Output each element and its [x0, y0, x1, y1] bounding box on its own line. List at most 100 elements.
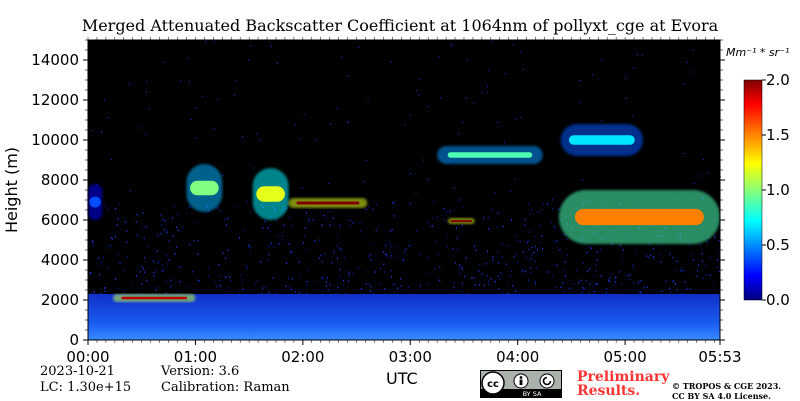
noise-speck [419, 252, 421, 255]
noise-speck [190, 119, 192, 121]
noise-speck [168, 240, 170, 243]
noise-speck [511, 270, 513, 273]
noise-speck [446, 246, 448, 248]
noise-speck [494, 192, 496, 194]
noise-speck [392, 202, 394, 204]
noise-speck [521, 270, 523, 273]
noise-speck [665, 280, 667, 283]
noise-speck [669, 253, 671, 255]
noise-speck [165, 280, 167, 283]
noise-speck [584, 287, 586, 290]
noise-speck [700, 175, 702, 177]
noise-speck [629, 274, 631, 276]
noise-speck [471, 277, 473, 279]
noise-speck [241, 136, 243, 138]
noise-speck [168, 259, 170, 261]
noise-speck [372, 208, 374, 211]
noise-speck [397, 287, 399, 289]
noise-speck [507, 292, 509, 295]
noise-speck [428, 256, 430, 259]
noise-speck [144, 271, 146, 273]
noise-speck [264, 286, 266, 289]
noise-speck [188, 287, 190, 289]
noise-speck [415, 90, 417, 92]
noise-speck [322, 277, 324, 279]
noise-speck [139, 271, 141, 273]
noise-speck [510, 190, 512, 192]
noise-speck [581, 179, 583, 181]
noise-speck [253, 167, 255, 169]
noise-speck [408, 286, 410, 289]
noise-speck [496, 121, 498, 123]
noise-speck [288, 217, 290, 219]
noise-speck [283, 224, 285, 227]
noise-speck [465, 98, 467, 100]
noise-speck [591, 74, 593, 76]
noise-speck [514, 290, 516, 292]
noise-speck [684, 281, 686, 283]
noise-speck [98, 273, 100, 276]
noise-speck [365, 271, 367, 273]
noise-speck [524, 218, 526, 221]
noise-speck [118, 287, 120, 290]
noise-speck [318, 257, 320, 260]
noise-speck [195, 137, 197, 139]
noise-speck [404, 124, 406, 126]
noise-speck [581, 291, 583, 293]
noise-speck [483, 217, 485, 219]
noise-speck [540, 209, 542, 211]
noise-speck [714, 236, 716, 239]
noise-speck [681, 267, 683, 269]
noise-speck [459, 267, 461, 269]
noise-speck [593, 285, 595, 288]
noise-speck [161, 270, 163, 273]
noise-speck [692, 71, 694, 73]
noise-speck [488, 228, 490, 230]
noise-speck [503, 141, 505, 143]
noise-speck [487, 70, 489, 72]
noise-speck [216, 286, 218, 288]
y-tick-label: 12000 [31, 91, 79, 109]
noise-speck [176, 226, 178, 228]
colorbar-tick-label: 1.0 [766, 181, 790, 199]
noise-speck [346, 75, 348, 77]
noise-speck [370, 259, 372, 261]
noise-speck [241, 278, 243, 281]
noise-speck [582, 288, 584, 290]
noise-speck [352, 272, 354, 275]
noise-speck [586, 270, 588, 272]
noise-speck [365, 208, 367, 211]
noise-speck [189, 206, 191, 208]
noise-speck [227, 249, 229, 251]
noise-speck [307, 268, 309, 271]
noise-speck [519, 51, 521, 53]
noise-speck [287, 278, 289, 280]
noise-speck [409, 114, 411, 116]
noise-speck [452, 247, 454, 250]
noise-speck [146, 279, 148, 282]
noise-speck [370, 285, 372, 288]
noise-speck [390, 269, 392, 272]
noise-speck [431, 225, 433, 227]
noise-speck [473, 277, 475, 279]
y-tick-label: 10000 [31, 131, 79, 149]
noise-speck [273, 245, 275, 248]
noise-speck [393, 215, 395, 217]
noise-speck [143, 256, 145, 259]
noise-speck [706, 241, 708, 244]
noise-speck [238, 237, 240, 239]
noise-speck [329, 283, 331, 286]
noise-speck [348, 280, 350, 282]
noise-speck [224, 276, 226, 278]
x-tick-label: 01:00 [174, 348, 217, 366]
noise-speck [155, 288, 157, 291]
noise-speck [506, 244, 508, 247]
noise-speck [339, 276, 341, 278]
noise-speck [436, 216, 438, 219]
noise-speck [558, 208, 560, 211]
noise-speck [390, 276, 392, 278]
x-tick-label: 00:00 [66, 348, 109, 366]
sa-icon [539, 373, 555, 389]
noise-speck [461, 291, 463, 293]
noise-speck [589, 268, 591, 270]
